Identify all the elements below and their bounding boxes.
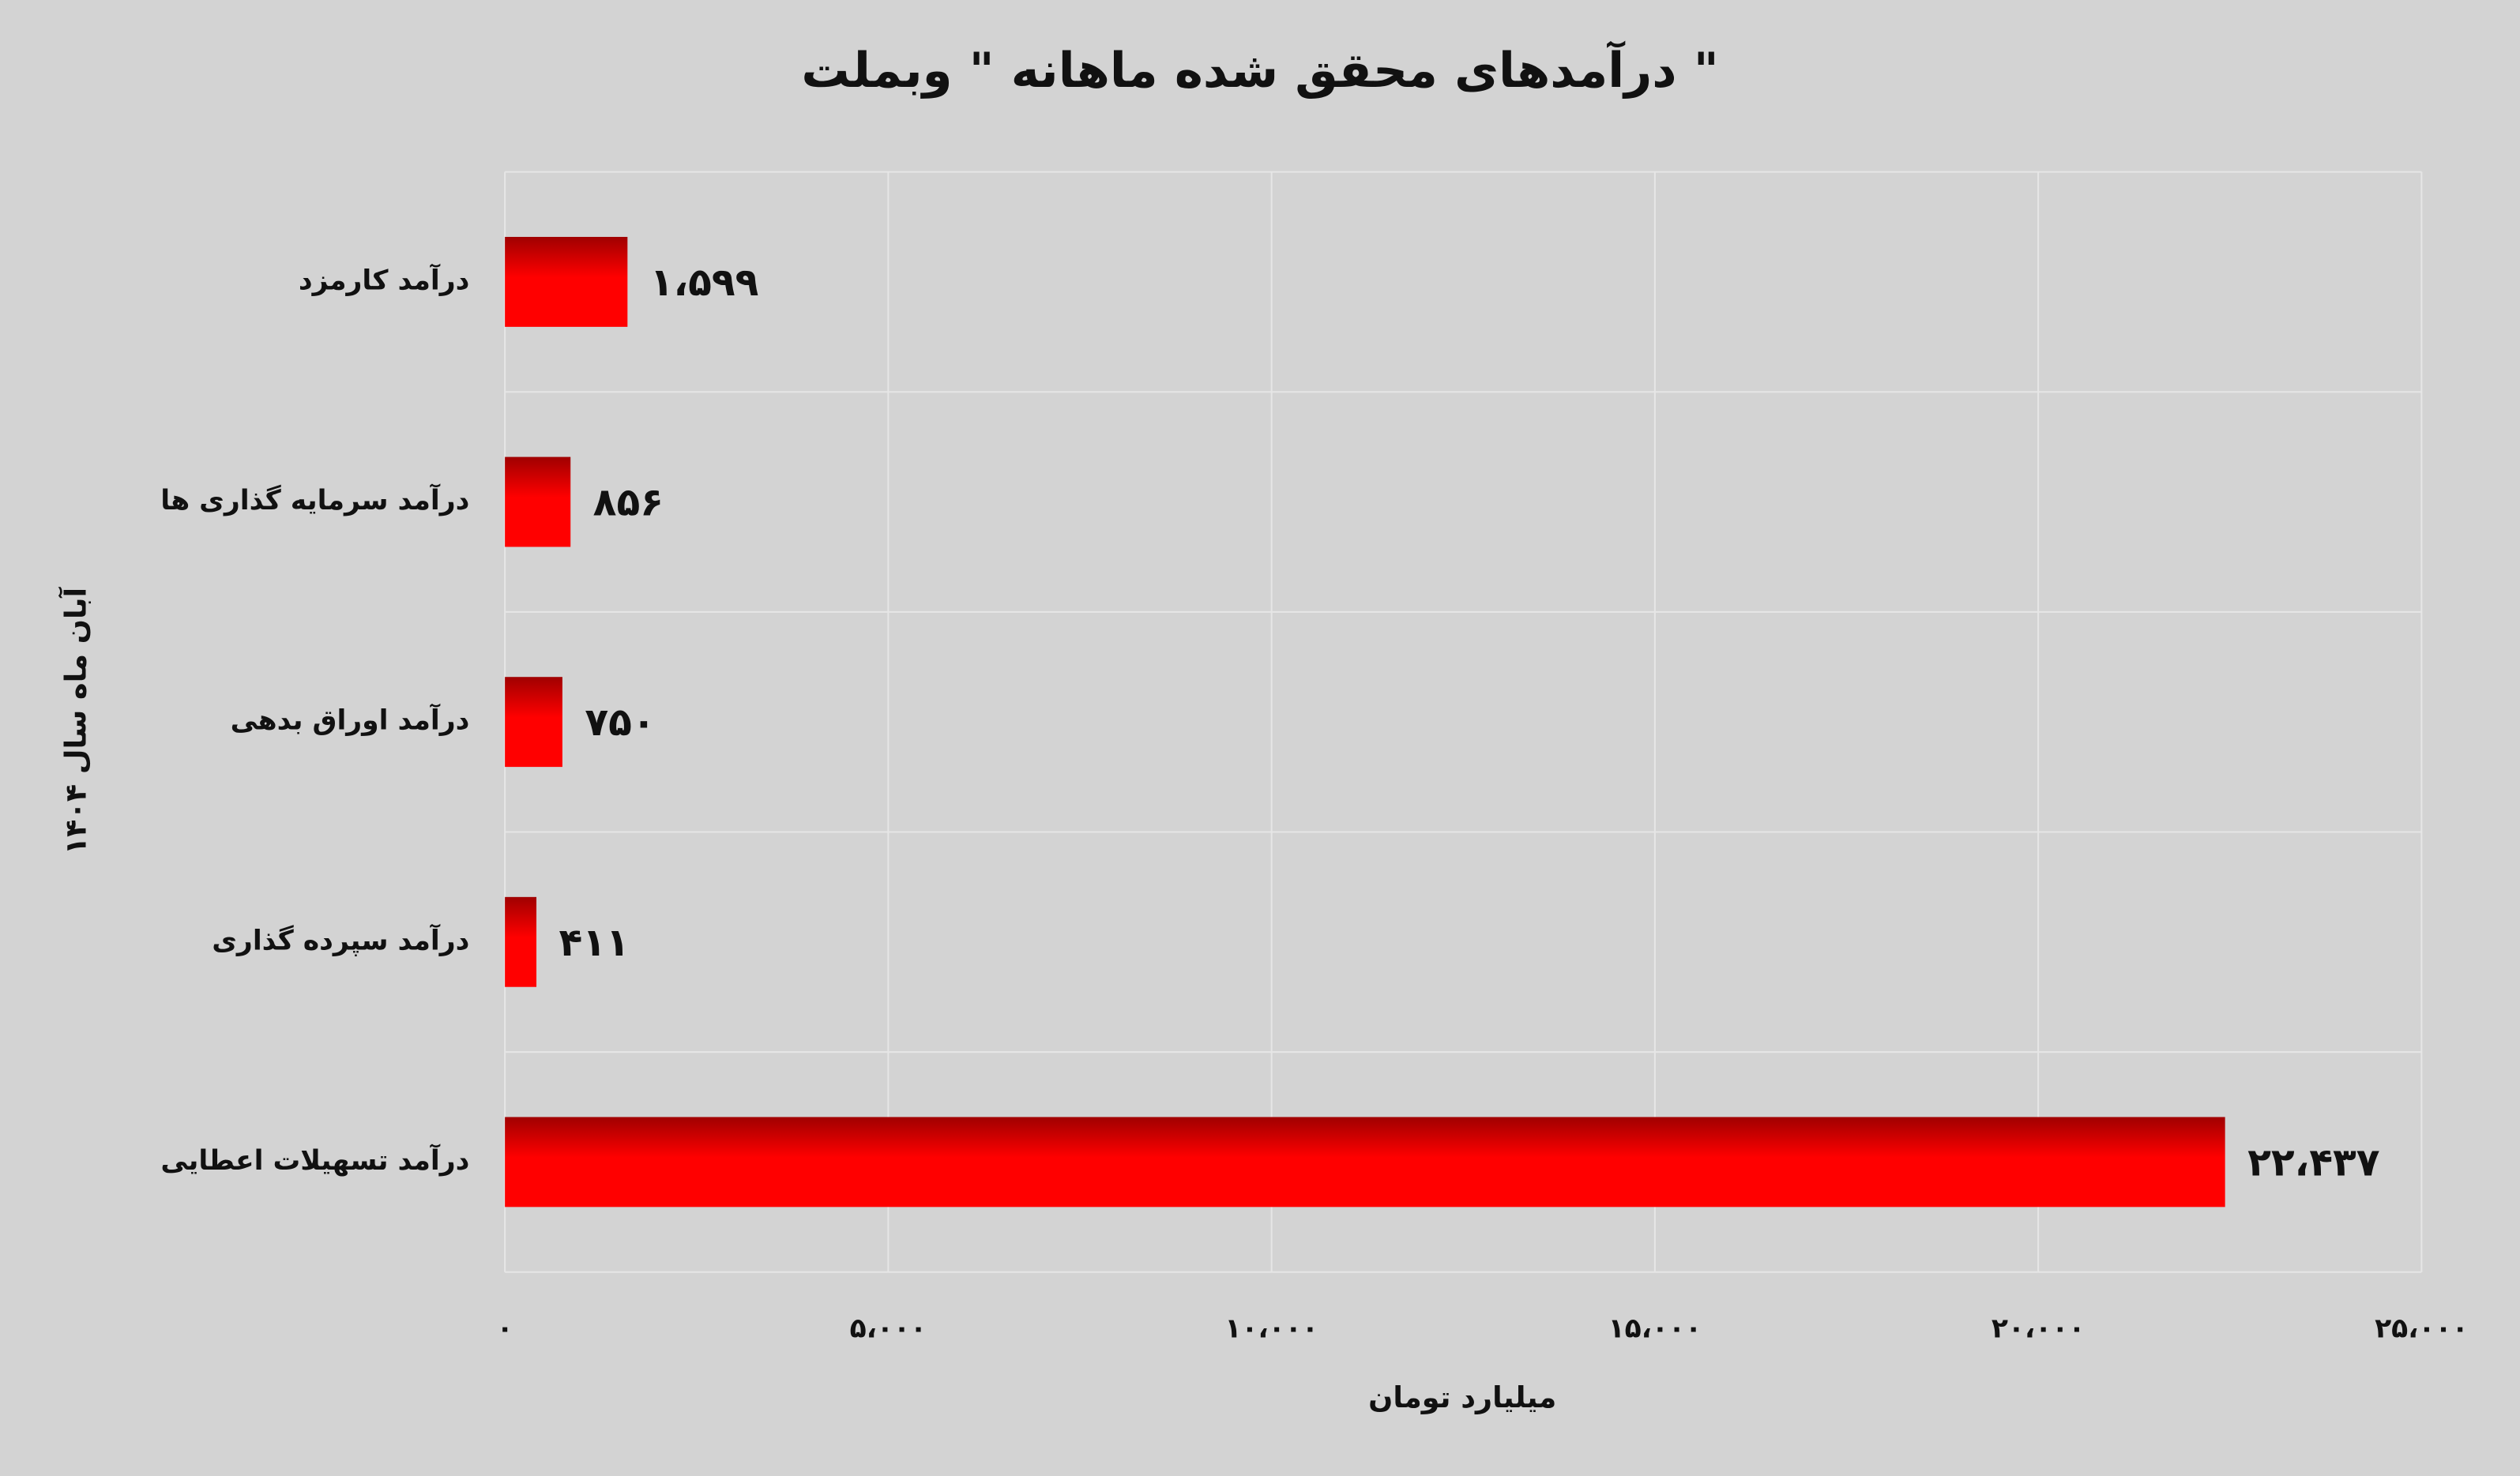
value-label: ۸۵۶	[593, 480, 664, 525]
chart-title: درآمدهای محقق شده ماهانه " وبملت "	[801, 40, 1718, 99]
bar	[505, 456, 571, 547]
x-axis-title: میلیارد تومان	[1368, 1380, 1556, 1414]
x-tick-label: ۱۵،۰۰۰	[1608, 1313, 1702, 1344]
y-tick-label: درآمد اوراق بدهی	[231, 704, 470, 737]
y-tick-label: درآمد سپرده گذاری	[212, 923, 469, 956]
value-label: ۴۱۱	[559, 920, 630, 965]
y-axis-title: آبان ماه سال ۱۴۰۴	[58, 587, 93, 855]
x-tick-label: ۵،۰۰۰	[850, 1313, 927, 1344]
y-tick-label: درآمد سرمایه گذاری ها	[160, 483, 469, 516]
x-tick-label: ۰	[497, 1313, 513, 1344]
x-tick-label: ۱۰،۰۰۰	[1224, 1313, 1318, 1344]
value-label: ۲۲،۴۳۷	[2247, 1140, 2380, 1185]
bar	[505, 677, 562, 768]
x-tick-label: ۲۵،۰۰۰	[2375, 1313, 2469, 1344]
x-tick-label: ۲۰،۰۰۰	[1992, 1313, 2086, 1344]
value-label: ۱،۵۹۹	[650, 260, 759, 305]
bar	[505, 1117, 2225, 1207]
bar	[505, 236, 628, 327]
y-tick-label: درآمد کارمزد	[299, 263, 470, 296]
bar	[505, 896, 537, 987]
value-label: ۷۵۰	[585, 700, 655, 745]
y-tick-label: درآمد تسهیلات اعطایی	[160, 1144, 469, 1177]
